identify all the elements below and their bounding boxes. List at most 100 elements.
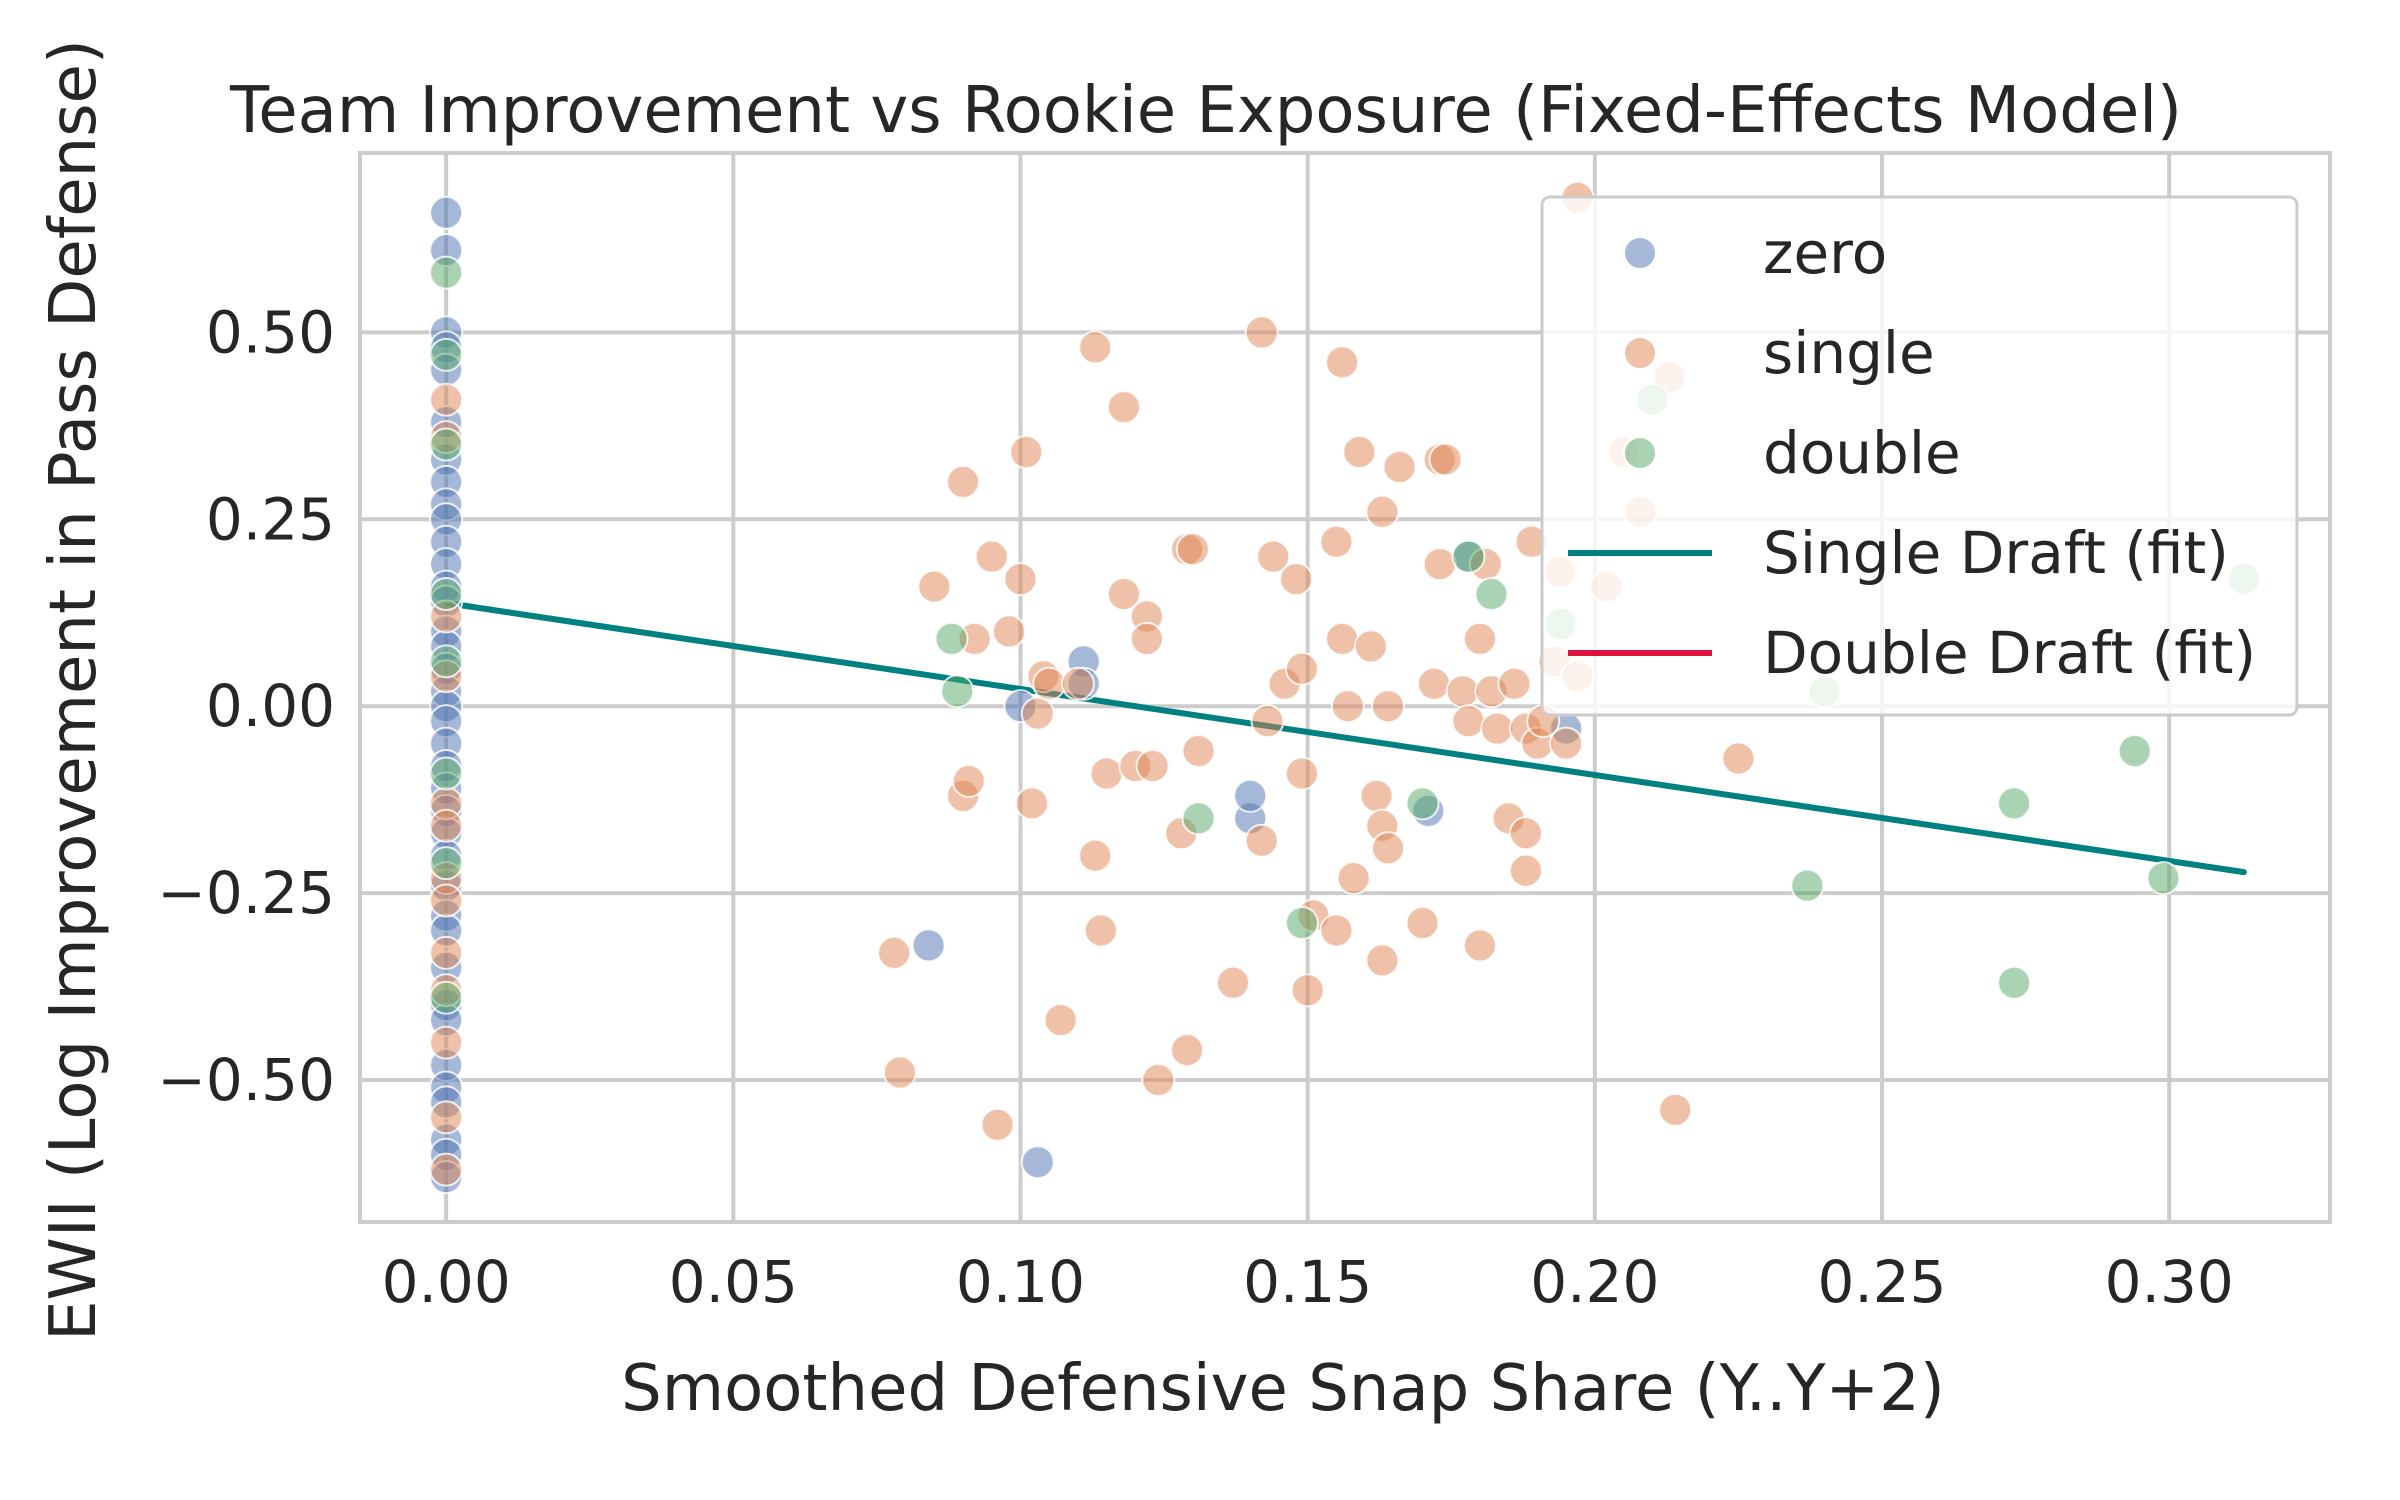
data-point-single bbox=[1549, 726, 1584, 761]
data-point-single bbox=[1078, 330, 1113, 365]
legend-label: double bbox=[1763, 419, 1961, 487]
data-point-single bbox=[1365, 943, 1400, 978]
x-tick-label: 0.10 bbox=[956, 1248, 1085, 1316]
legend-marker bbox=[1623, 436, 1657, 470]
x-tick-labels: 0.00 0.05 0.10 0.15 0.20 0.25 0.30 bbox=[382, 1248, 2234, 1316]
x-tick-label: 0.15 bbox=[1243, 1248, 1372, 1316]
data-point-single bbox=[1141, 1062, 1176, 1097]
data-point-single bbox=[1083, 913, 1118, 948]
data-point-single bbox=[951, 763, 986, 798]
y-tick-label: 0.25 bbox=[206, 485, 335, 553]
y-tick-label: −0.25 bbox=[157, 859, 335, 927]
data-point-single bbox=[1508, 816, 1543, 851]
data-point-single bbox=[1319, 913, 1354, 948]
data-point-single bbox=[1106, 390, 1141, 425]
data-point-single bbox=[429, 883, 464, 918]
data-point-single bbox=[1336, 861, 1371, 896]
data-point-double bbox=[429, 337, 464, 372]
legend-label: zero bbox=[1763, 219, 1887, 287]
data-point-double bbox=[429, 644, 464, 679]
y-axis-title: EWII (Log Improvement in Pass Defense) bbox=[37, 39, 111, 1341]
data-point-double bbox=[1405, 786, 1440, 821]
data-point-single bbox=[1417, 666, 1452, 701]
data-point-single bbox=[1284, 651, 1319, 686]
data-point-double bbox=[1284, 905, 1319, 940]
x-tick-label: 0.00 bbox=[382, 1248, 511, 1316]
data-point-zero bbox=[429, 195, 464, 230]
data-point-single bbox=[1043, 1003, 1078, 1038]
data-point-single bbox=[1129, 621, 1164, 656]
data-point-single bbox=[980, 1107, 1015, 1142]
data-point-double bbox=[1997, 786, 2032, 821]
data-point-single bbox=[1445, 674, 1480, 709]
fit-lines bbox=[443, 600, 2247, 876]
data-point-single bbox=[429, 382, 464, 417]
x-tick-label: 0.05 bbox=[669, 1248, 798, 1316]
data-point-single bbox=[1060, 666, 1095, 701]
data-point-single bbox=[1480, 711, 1515, 746]
data-point-single bbox=[1451, 704, 1486, 739]
data-point-single bbox=[429, 1100, 464, 1135]
data-point-double bbox=[940, 674, 975, 709]
data-point-single bbox=[1508, 853, 1543, 888]
data-point-single bbox=[429, 1152, 464, 1187]
legend-label: Single Draft (fit) bbox=[1763, 519, 2229, 587]
legend-marker bbox=[1623, 336, 1657, 370]
y-tick-label: 0.50 bbox=[206, 298, 335, 366]
data-point-single bbox=[992, 614, 1027, 649]
data-point-double bbox=[1997, 965, 2032, 1000]
data-point-single bbox=[1170, 1033, 1205, 1068]
data-point-single bbox=[1382, 449, 1417, 484]
y-tick-label: 0.00 bbox=[206, 672, 335, 740]
x-tick-label: 0.25 bbox=[1817, 1248, 1946, 1316]
data-point-single bbox=[1014, 786, 1049, 821]
data-point-single bbox=[1078, 838, 1113, 873]
data-point-single bbox=[1009, 435, 1044, 470]
data-point-zero bbox=[1020, 1145, 1055, 1180]
data-point-single bbox=[1658, 1092, 1693, 1127]
data-point-double bbox=[429, 255, 464, 290]
data-point-single bbox=[429, 935, 464, 970]
data-point-single bbox=[1106, 577, 1141, 612]
data-point-single bbox=[1325, 345, 1360, 380]
data-point-single bbox=[429, 1025, 464, 1060]
data-point-double bbox=[429, 427, 464, 462]
data-point-single bbox=[1330, 689, 1365, 724]
data-point-single bbox=[1721, 741, 1756, 776]
data-point-single bbox=[1279, 562, 1314, 597]
data-point-single bbox=[1371, 831, 1406, 866]
data-point-single bbox=[1256, 539, 1291, 574]
data-point-single bbox=[974, 539, 1009, 574]
data-point-single bbox=[1365, 494, 1400, 529]
data-point-single bbox=[917, 569, 952, 604]
data-point-single bbox=[1325, 621, 1360, 656]
data-point-single bbox=[1428, 442, 1463, 477]
data-point-single bbox=[1003, 562, 1038, 597]
data-point-double bbox=[1474, 577, 1509, 612]
data-point-zero bbox=[911, 928, 946, 963]
data-point-single bbox=[882, 1055, 917, 1090]
data-point-single bbox=[1089, 756, 1124, 791]
data-point-single bbox=[1216, 965, 1251, 1000]
chart-title: Team Improvement vs Rookie Exposure (Fix… bbox=[229, 74, 2182, 148]
data-point-single bbox=[1020, 696, 1055, 731]
data-point-single bbox=[877, 935, 912, 970]
data-point-single bbox=[1462, 621, 1497, 656]
data-point-double bbox=[429, 756, 464, 791]
fit-line bbox=[443, 600, 2247, 876]
x-axis-title: Smoothed Defensive Snap Share (Y..Y+2) bbox=[621, 1352, 1945, 1426]
data-point-single bbox=[1032, 666, 1067, 701]
data-point-single bbox=[1405, 905, 1440, 940]
data-point-double bbox=[934, 621, 969, 656]
data-point-single bbox=[1319, 524, 1354, 559]
legend-marker bbox=[1623, 236, 1657, 270]
data-point-single bbox=[1290, 973, 1325, 1008]
legend: zero single double Single Draft (fit) Double… bbox=[1540, 195, 2299, 717]
data-point-single bbox=[946, 464, 981, 499]
data-point-double bbox=[1790, 868, 1825, 903]
data-point-double bbox=[2117, 734, 2152, 769]
plot-frame bbox=[358, 151, 2332, 1224]
data-point-double bbox=[429, 846, 464, 881]
data-point-single bbox=[1353, 629, 1388, 664]
